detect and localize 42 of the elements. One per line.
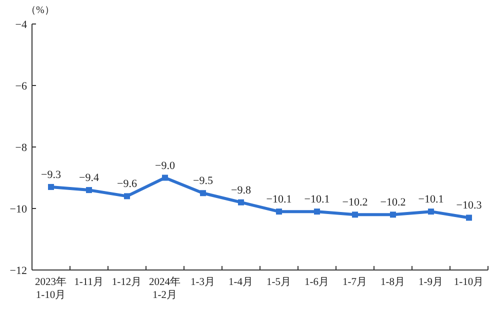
x-tick-label: 1-10月	[454, 276, 484, 288]
data-label: −9.4	[79, 172, 100, 184]
data-label: −9.0	[155, 160, 176, 172]
point	[86, 187, 92, 194]
data-label: −10.2	[380, 196, 406, 209]
data-label: −10.1	[266, 194, 292, 206]
point	[466, 214, 472, 221]
data-label: −10.1	[418, 194, 444, 206]
y-tick-label: −12	[10, 265, 27, 277]
x-tick-label: 1-8月	[380, 276, 406, 288]
x-tick-label: 1-12月	[112, 276, 142, 288]
y-tick-label: −6	[15, 80, 28, 92]
data-label: −9.6	[117, 178, 138, 190]
point	[238, 199, 244, 206]
y-tick-label: −8	[15, 142, 28, 154]
x-tick-label: 1-4月	[228, 276, 254, 288]
point	[200, 190, 206, 196]
data-label: −9.8	[231, 184, 252, 196]
x-tick-label: 1-3月	[190, 276, 216, 288]
x-tick-label: 1-7月	[342, 276, 368, 288]
point	[276, 208, 282, 215]
point	[390, 212, 396, 218]
x-tick-label: 1-5月	[266, 276, 292, 288]
point	[352, 212, 358, 218]
x-tick-label: 2024年 1-2月	[149, 276, 181, 301]
x-tick-label: 1-11月	[74, 276, 104, 288]
data-label: −10.2	[342, 196, 368, 209]
point	[428, 208, 434, 215]
y-tick-label: −4	[15, 19, 28, 31]
x-tick-label: 2023年 1-10月	[35, 276, 67, 301]
data-label: −9.5	[193, 175, 214, 188]
x-tick-label: 1-9月	[418, 276, 444, 288]
point	[162, 174, 168, 181]
y-axis-title: （%）	[26, 5, 54, 16]
x-tick-label: 1-6月	[304, 276, 330, 288]
data-label: −10.3	[456, 200, 482, 212]
y-tick-label: −10	[10, 204, 28, 216]
point	[48, 184, 54, 190]
point	[124, 193, 130, 200]
data-label: −9.3	[41, 168, 62, 181]
data-label: −10.1	[304, 194, 330, 206]
point	[314, 208, 320, 215]
